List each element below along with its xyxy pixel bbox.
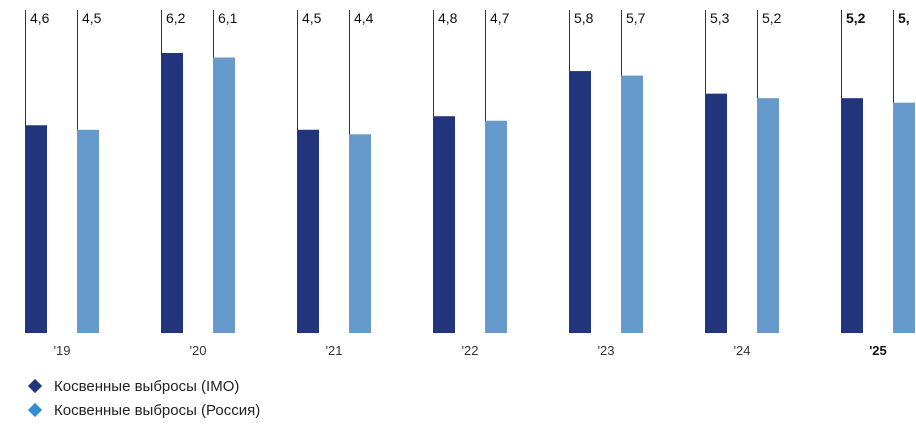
bar-russia (893, 102, 915, 333)
value-label: 4,5 (302, 10, 322, 26)
bar-imo (841, 98, 863, 334)
legend-item-russia: Косвенные выбросы (Россия) (26, 398, 260, 422)
bar-russia (485, 120, 507, 333)
bar-russia (757, 98, 779, 334)
value-label: 5,8 (574, 10, 594, 26)
bar-imo (161, 53, 183, 333)
legend-label-imo: Косвенные выбросы (IMO) (54, 377, 240, 395)
bar-russia (213, 57, 235, 334)
bar-imo (25, 125, 47, 334)
bar-chart: 4,6 4,5 '19 6,2 6,1 '20 4,5 4,4 '21 4,8 4,7 '22 5,8 5… (25, 10, 915, 358)
x-tick-label: '20 (190, 343, 207, 358)
value-label: 5,3 (710, 10, 730, 26)
x-tick-label: '25 (869, 343, 887, 358)
x-tick-label: '24 (734, 343, 751, 358)
bar-russia (621, 75, 643, 334)
value-label: 4,6 (30, 10, 50, 26)
x-tick-label: '23 (598, 343, 615, 358)
value-label: 4,8 (438, 10, 458, 26)
value-label: 6,1 (218, 10, 238, 26)
x-tick-label: '22 (462, 343, 479, 358)
bar-imo (433, 116, 455, 334)
x-tick-label: '19 (54, 343, 71, 358)
bar-imo (569, 71, 591, 333)
legend-marker-diamond-icon (27, 402, 43, 418)
value-label: 5, (898, 10, 910, 26)
value-label: 5,7 (626, 10, 646, 26)
x-tick-label: '21 (326, 343, 343, 358)
bar-imo (705, 93, 727, 333)
value-label: 4,4 (354, 10, 374, 26)
value-label: 6,2 (166, 10, 186, 26)
legend: Косвенные выбросы (IMO) Косвенные выброс… (26, 374, 260, 422)
value-label: 5,2 (762, 10, 782, 26)
legend-marker-diamond-icon (27, 378, 43, 394)
value-label: 5,2 (846, 10, 866, 26)
value-label: 4,5 (82, 10, 102, 26)
bar-imo (297, 129, 319, 333)
legend-label-russia: Косвенные выбросы (Россия) (54, 401, 261, 419)
bar-russia (77, 129, 99, 333)
value-label: 4,7 (490, 10, 510, 26)
legend-item-imo: Косвенные выбросы (IMO) (26, 374, 260, 398)
bar-russia (349, 134, 371, 333)
